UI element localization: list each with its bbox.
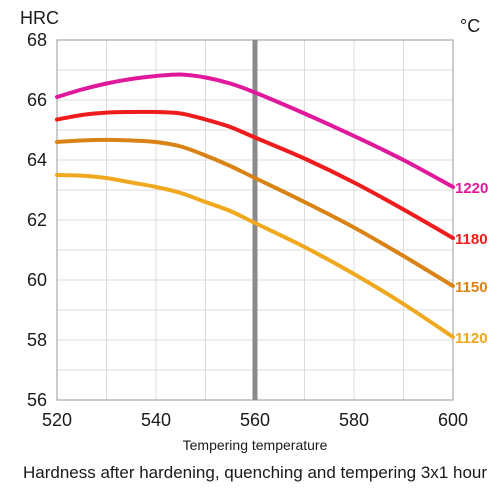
reference-line-560 — [252, 40, 258, 400]
y-tick-label: 56 — [27, 390, 47, 410]
x-tick-label: 600 — [438, 410, 468, 430]
series-label-1220: 1220 — [455, 180, 488, 197]
x-tick-label: 560 — [240, 410, 270, 430]
y-tick-label: 60 — [27, 270, 47, 290]
series-label-1180: 1180 — [455, 231, 488, 248]
y-tick-label: 68 — [27, 30, 47, 50]
y-tick-label: 62 — [27, 210, 47, 230]
chart-caption: Hardness after hardening, quenching and … — [23, 463, 487, 482]
x-axis-label: Tempering temperature — [183, 437, 328, 453]
y-tick-label: 64 — [27, 150, 47, 170]
series-labels: 1220 1180 1150 1120 — [455, 180, 488, 347]
tick-labels: 520 540 560 580 600 56 58 60 62 64 66 68 — [27, 30, 468, 430]
series-line-1150 — [55, 137, 455, 288]
x-tick-label: 540 — [141, 410, 171, 430]
series-lines — [55, 72, 455, 339]
x-tick-label: 520 — [42, 410, 72, 430]
series-line-1120 — [55, 173, 455, 339]
y-axis-unit-label: HRC — [20, 8, 59, 28]
series-label-1150: 1150 — [455, 279, 488, 296]
series-unit-label: °C — [460, 16, 480, 36]
x-tick-label: 580 — [339, 410, 369, 430]
series-line-1220 — [55, 72, 455, 189]
series-line-1180 — [55, 109, 455, 240]
series-label-1120: 1120 — [455, 330, 488, 347]
y-tick-label: 66 — [27, 90, 47, 110]
y-tick-label: 58 — [27, 330, 47, 350]
